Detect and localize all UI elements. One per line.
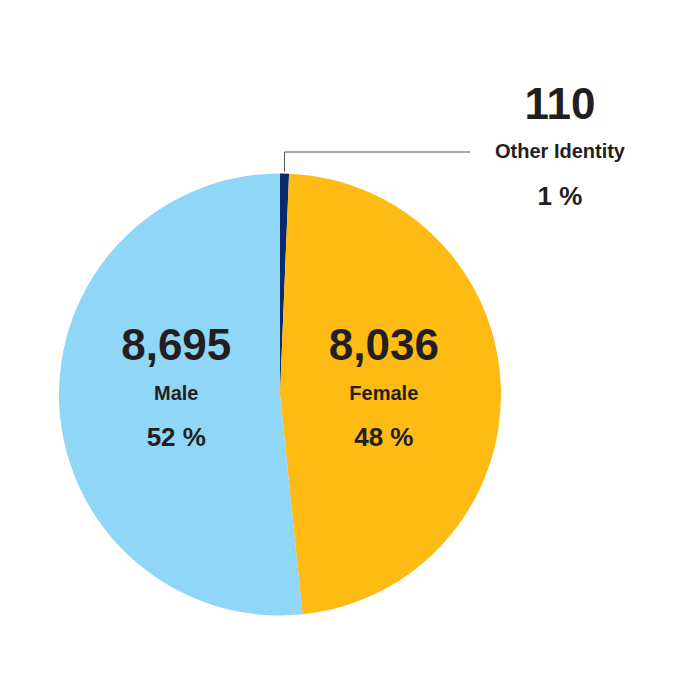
count-label: 110 — [525, 79, 596, 128]
pie-slice — [59, 174, 303, 616]
percent-label: 52 % — [147, 422, 206, 452]
slices — [59, 174, 501, 616]
percent-label: 1 % — [538, 181, 583, 211]
count-label: 8,036 — [329, 320, 439, 369]
category-label: Female — [349, 382, 418, 404]
leader-line — [285, 152, 470, 172]
chart: 110 Other Identity 1 % 8,036 Female 48 % 8,695… — [0, 0, 700, 700]
pie-slice — [280, 174, 501, 615]
category-label: Male — [154, 382, 198, 404]
count-label: 8,695 — [121, 320, 231, 369]
category-label: Other Identity — [495, 140, 626, 162]
percent-label: 48 % — [354, 422, 413, 452]
